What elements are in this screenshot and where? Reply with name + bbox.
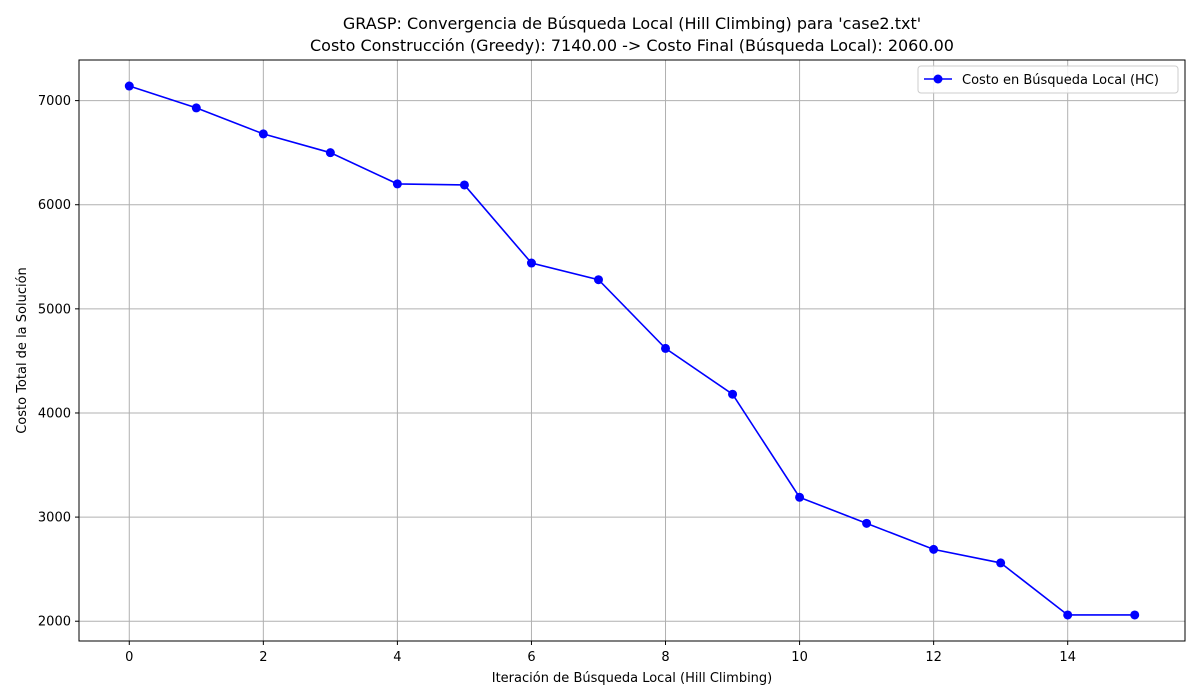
x-tick-label: 0 [125, 650, 133, 665]
y-tick-label: 5000 [38, 302, 71, 317]
data-point [526, 258, 536, 268]
data-point [325, 148, 335, 158]
grid [79, 60, 1185, 641]
data-point [459, 180, 469, 190]
y-tick-label: 3000 [38, 511, 71, 526]
chart-subtitle: Costo Construcción (Greedy): 7140.00 -> … [310, 36, 954, 55]
data-point [1063, 610, 1073, 620]
x-axis-ticks: 0 2 4 6 8 10 12 14 [125, 641, 1076, 665]
data-point [929, 544, 939, 554]
x-axis-label: Iteración de Búsqueda Local (Hill Climbi… [492, 671, 773, 686]
series-line [129, 85, 1135, 616]
data-point [862, 518, 872, 528]
x-tick-label: 10 [791, 650, 808, 665]
legend-marker-swatch [933, 74, 943, 84]
y-tick-label: 6000 [38, 198, 71, 213]
data-point [661, 343, 671, 353]
y-axis-label: Costo Total de la Solución [15, 267, 30, 434]
x-tick-label: 4 [393, 650, 401, 665]
data-point [593, 275, 603, 285]
data-point [392, 179, 402, 189]
y-tick-label: 2000 [38, 615, 71, 630]
data-point [1130, 610, 1140, 620]
data-point [258, 129, 268, 139]
x-tick-label: 8 [661, 650, 669, 665]
chart-title: GRASP: Convergencia de Búsqueda Local (H… [343, 14, 921, 33]
x-tick-label: 14 [1059, 650, 1076, 665]
x-tick-label: 12 [925, 650, 942, 665]
plot-area-frame [78, 59, 1186, 642]
data-point [996, 558, 1006, 568]
series-layer [124, 81, 1140, 620]
y-tick-label: 7000 [38, 94, 71, 109]
x-tick-label: 6 [527, 650, 535, 665]
x-tick-label: 2 [259, 650, 267, 665]
y-tick-label: 4000 [38, 406, 71, 421]
legend-label: Costo en Búsqueda Local (HC) [962, 73, 1159, 88]
data-point [795, 492, 805, 502]
y-axis-ticks: 2000 3000 4000 5000 6000 7000 [38, 94, 79, 630]
data-point [728, 389, 738, 399]
legend-box [917, 65, 1179, 94]
data-point [191, 103, 201, 113]
legend: Costo en Búsqueda Local (HC) [917, 65, 1179, 94]
data-point [124, 81, 134, 91]
